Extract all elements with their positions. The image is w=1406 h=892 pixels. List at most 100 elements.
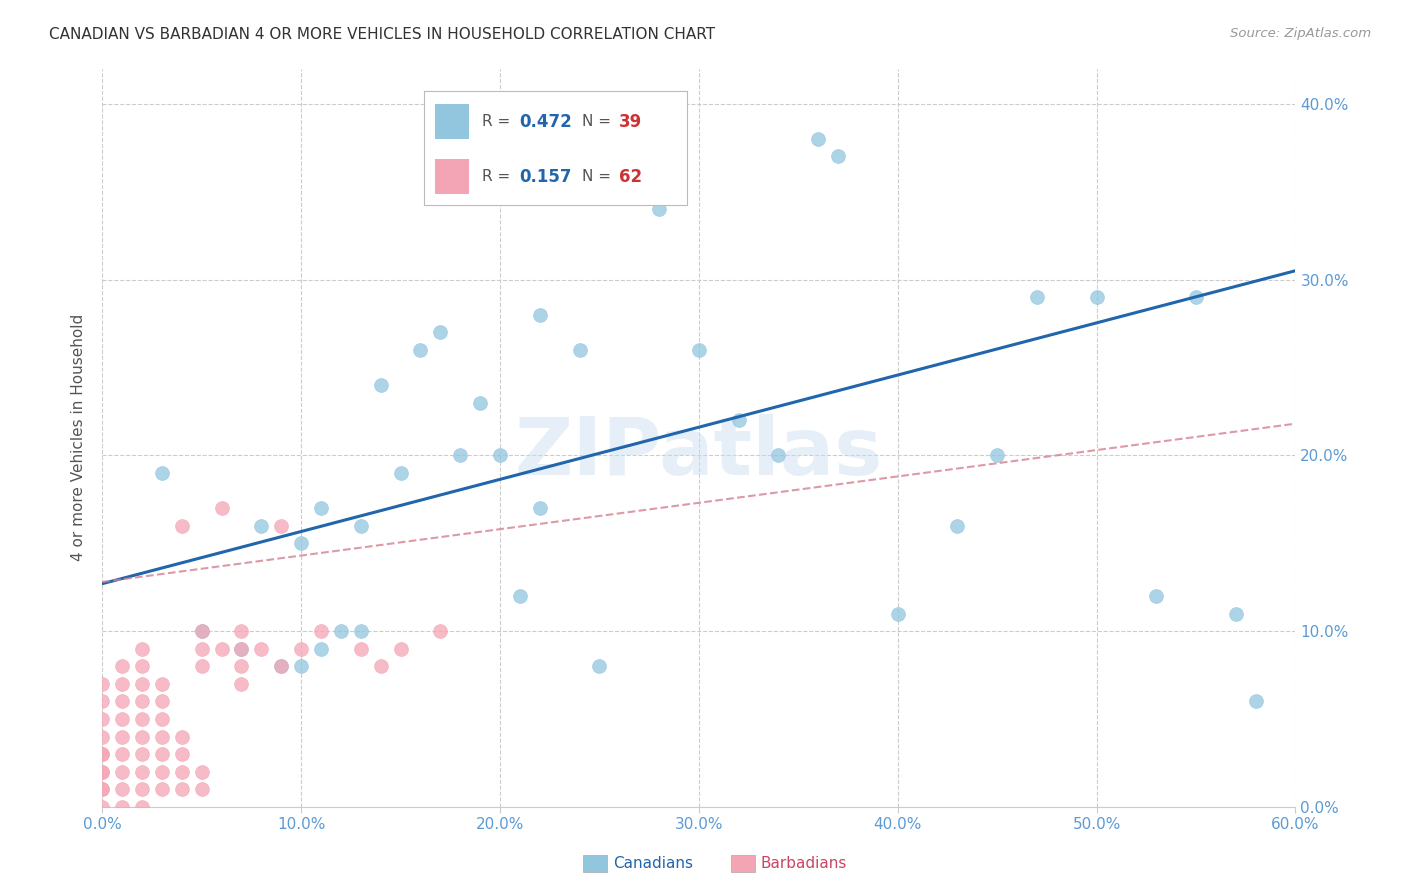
Point: [231, 624, 253, 639]
Point: [309, 624, 332, 639]
Point: [150, 677, 173, 691]
Point: [111, 800, 134, 814]
Point: [886, 607, 908, 621]
Point: [190, 659, 212, 673]
Point: [290, 536, 312, 550]
Point: [111, 782, 134, 797]
Point: [170, 518, 193, 533]
Point: [648, 202, 671, 217]
Point: [91, 730, 114, 744]
Point: [309, 641, 332, 656]
Point: [150, 466, 173, 480]
Point: [131, 764, 153, 779]
Point: [131, 782, 153, 797]
Point: [429, 624, 451, 639]
Point: [1085, 290, 1108, 304]
Point: [489, 448, 512, 462]
Point: [111, 730, 134, 744]
Point: [231, 659, 253, 673]
Point: [111, 677, 134, 691]
Point: [131, 747, 153, 762]
Point: [211, 501, 233, 516]
Point: [370, 378, 392, 392]
Point: [111, 747, 134, 762]
Point: [190, 641, 212, 656]
Point: [389, 466, 412, 480]
Point: [231, 677, 253, 691]
Point: [91, 677, 114, 691]
Point: [91, 747, 114, 762]
Point: [131, 641, 153, 656]
Point: [1144, 589, 1167, 603]
Point: [111, 764, 134, 779]
Point: [91, 782, 114, 797]
Point: [946, 518, 969, 533]
Point: [91, 694, 114, 708]
Point: [727, 413, 749, 427]
Point: [150, 782, 173, 797]
Point: [250, 518, 273, 533]
Point: [170, 747, 193, 762]
Point: [409, 343, 432, 357]
Point: [190, 764, 212, 779]
Point: [250, 641, 273, 656]
Point: [150, 747, 173, 762]
Point: [1025, 290, 1047, 304]
Point: [986, 448, 1008, 462]
Point: [170, 764, 193, 779]
Point: [389, 641, 412, 656]
Point: [1225, 607, 1247, 621]
Point: [688, 343, 710, 357]
Point: [91, 782, 114, 797]
Text: Barbadians: Barbadians: [761, 856, 846, 871]
Point: [91, 712, 114, 726]
Point: [309, 501, 332, 516]
Point: [190, 782, 212, 797]
Text: ZIPatlas: ZIPatlas: [515, 414, 883, 491]
Point: [329, 624, 352, 639]
Point: [190, 624, 212, 639]
Point: [509, 589, 531, 603]
Point: [1185, 290, 1208, 304]
Point: [588, 659, 610, 673]
Point: [529, 308, 551, 322]
Point: [91, 764, 114, 779]
Point: [231, 641, 253, 656]
Point: [350, 624, 373, 639]
Point: [350, 518, 373, 533]
Point: [270, 659, 292, 673]
Point: [150, 694, 173, 708]
Point: [807, 132, 830, 146]
Point: [270, 518, 292, 533]
Point: [231, 641, 253, 656]
Text: CANADIAN VS BARBADIAN 4 OR MORE VEHICLES IN HOUSEHOLD CORRELATION CHART: CANADIAN VS BARBADIAN 4 OR MORE VEHICLES…: [49, 27, 716, 42]
Point: [211, 641, 233, 656]
Point: [568, 343, 591, 357]
Text: Canadians: Canadians: [613, 856, 693, 871]
Point: [529, 501, 551, 516]
Point: [190, 624, 212, 639]
Point: [131, 712, 153, 726]
Point: [768, 448, 790, 462]
Point: [150, 764, 173, 779]
Point: [290, 659, 312, 673]
Point: [111, 659, 134, 673]
Point: [449, 448, 471, 462]
Point: [150, 712, 173, 726]
Point: [350, 641, 373, 656]
Point: [1244, 694, 1267, 708]
Point: [131, 730, 153, 744]
Point: [111, 712, 134, 726]
Point: [370, 659, 392, 673]
Y-axis label: 4 or more Vehicles in Household: 4 or more Vehicles in Household: [72, 314, 86, 561]
Point: [91, 800, 114, 814]
Point: [429, 325, 451, 339]
Point: [131, 800, 153, 814]
Point: [91, 764, 114, 779]
Point: [131, 677, 153, 691]
Point: [91, 747, 114, 762]
Point: [827, 149, 849, 163]
Point: [290, 641, 312, 656]
Point: [131, 659, 153, 673]
Point: [170, 782, 193, 797]
